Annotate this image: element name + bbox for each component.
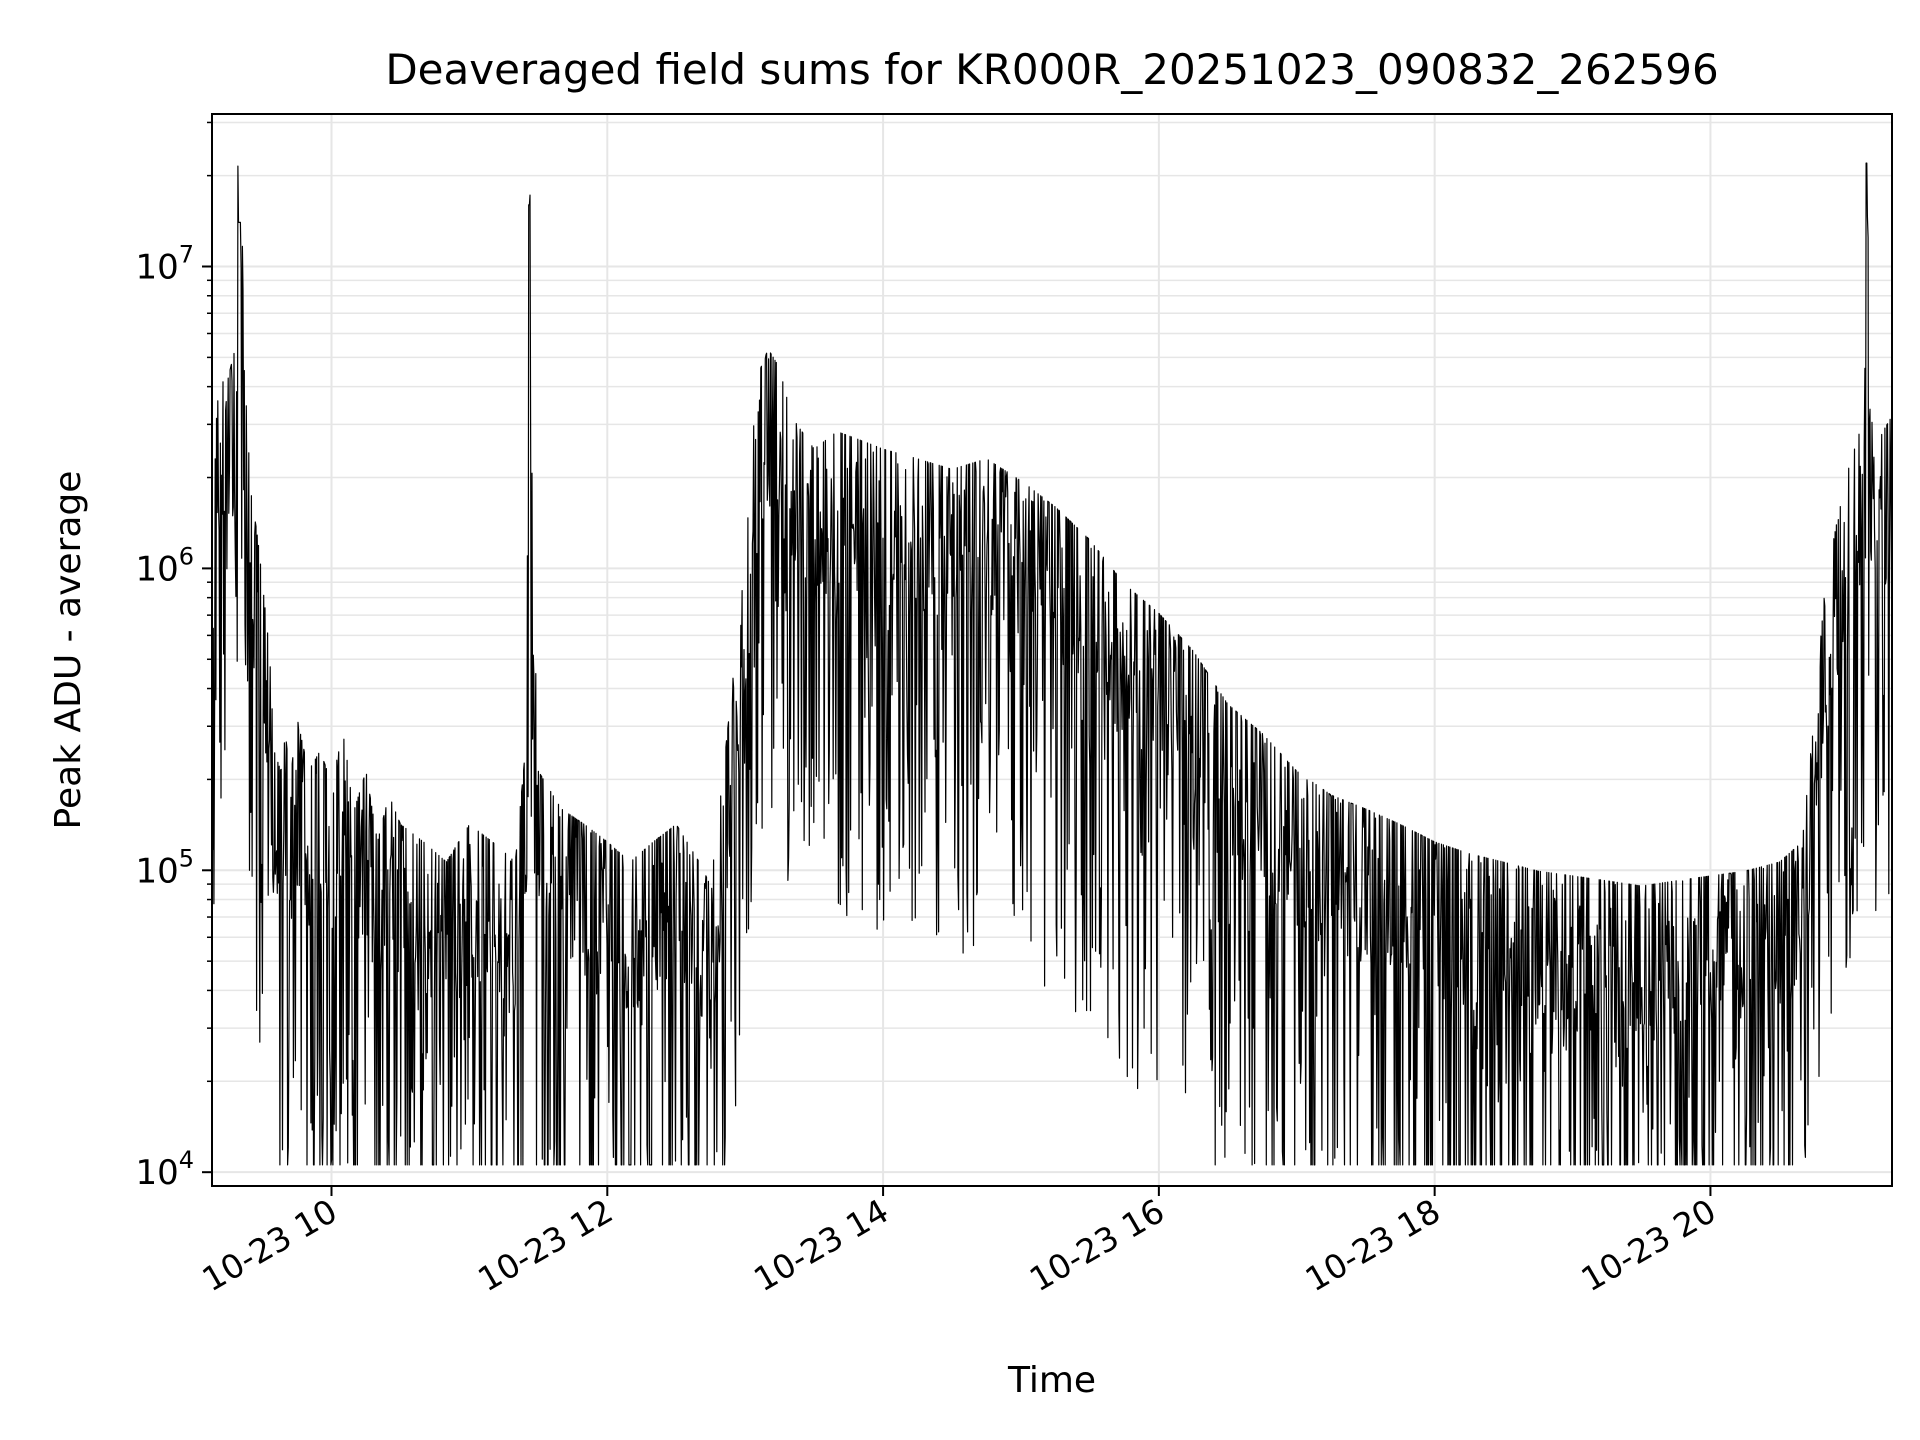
chart-title: Deaveraged field sums for KR000R_2025102… — [385, 45, 1718, 94]
plot-frame — [211, 113, 1893, 1187]
x-axis-label: Time — [1007, 1360, 1096, 1401]
plot-area — [212, 162, 1892, 1166]
series-line — [212, 162, 1892, 1166]
y-axis-label: Peak ADU - average — [48, 471, 89, 830]
